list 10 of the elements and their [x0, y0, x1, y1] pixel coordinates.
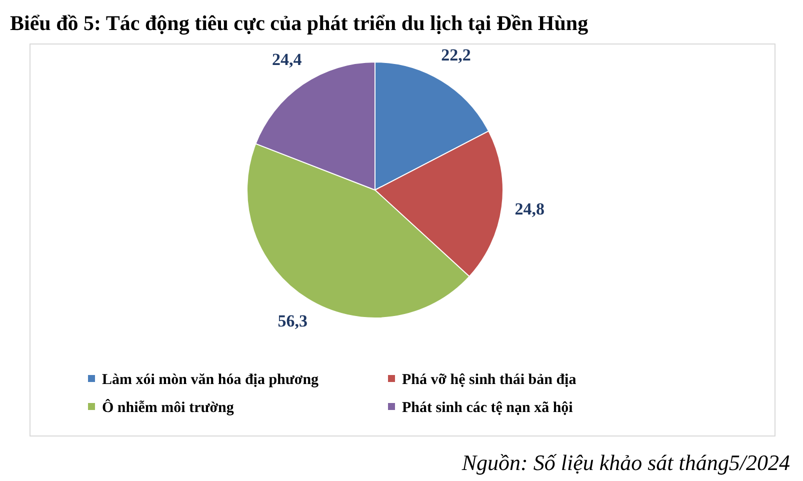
legend-label: Làm xói mòn văn hóa địa phương [102, 372, 320, 388]
legend-label: Phá vỡ hệ sinh thái bản địa [402, 372, 577, 388]
data-label: 56,3 [278, 311, 308, 330]
data-label: 24,8 [514, 199, 545, 218]
legend-label: Phát sinh các tệ nạn xã hội [402, 400, 573, 416]
text: Nguồn: Số liệu khảo sát tháng5/2024 [460, 450, 790, 475]
data-label: 24,4 [272, 50, 302, 70]
legend-label: Ô nhiễm môi trường [102, 398, 234, 416]
chart-title: Biểu đồ 5: Tác động tiêu cực của phát triển du lịch tại Đền Hùng [10, 11, 589, 35]
data-label: 22,2 [441, 46, 471, 65]
